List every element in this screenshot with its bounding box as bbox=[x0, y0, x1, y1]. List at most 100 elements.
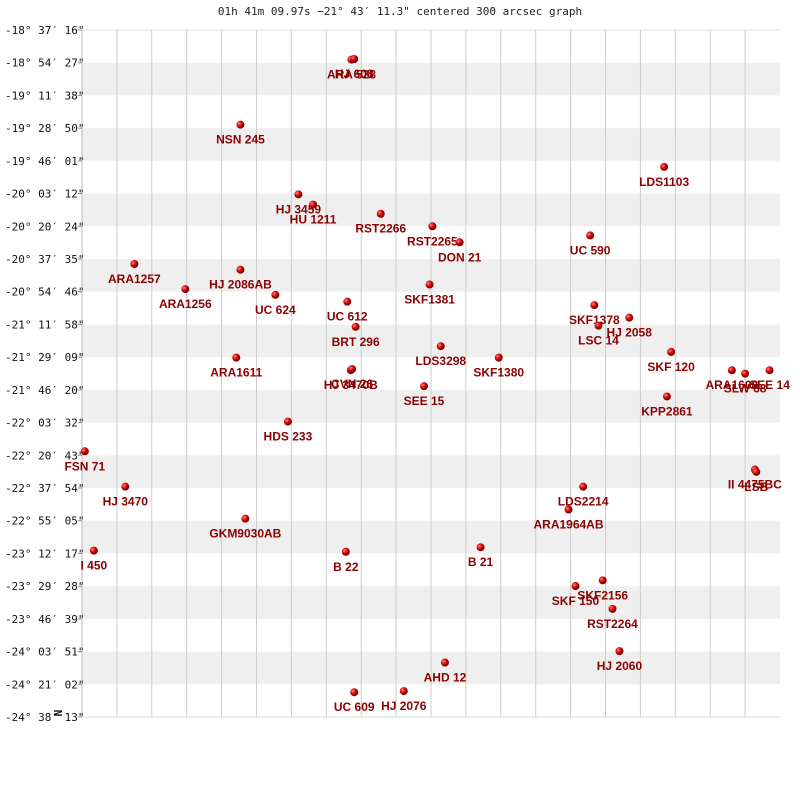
star-label: ARA 528 bbox=[327, 68, 376, 82]
star-label: CVN 26 bbox=[331, 377, 373, 391]
star-marker[interactable] bbox=[660, 162, 669, 171]
star-label: SKF1381 bbox=[404, 293, 455, 307]
star-marker[interactable] bbox=[350, 688, 359, 697]
y-tick-label: -18° 54′ 27" bbox=[5, 57, 84, 70]
star-marker[interactable] bbox=[241, 514, 250, 523]
star-marker[interactable] bbox=[752, 467, 761, 476]
star-marker[interactable] bbox=[181, 285, 190, 294]
star-marker[interactable] bbox=[376, 209, 385, 218]
y-tick-label: -18° 37′ 16" bbox=[5, 24, 84, 37]
star-label: SEE 15 bbox=[404, 394, 445, 408]
y-tick-label: -19° 28′ 50" bbox=[5, 122, 84, 135]
y-axis-ticks: -18° 37′ 16" -18° 54′ 27" -19° 11′ 38" -19°… bbox=[5, 24, 84, 724]
star-marker[interactable] bbox=[343, 297, 352, 306]
star-label: AHD 12 bbox=[424, 671, 467, 685]
star-label: NSN 245 bbox=[216, 133, 265, 147]
star-label: LDS2214 bbox=[558, 495, 609, 509]
star-marker[interactable] bbox=[494, 353, 503, 362]
star-marker[interactable] bbox=[232, 353, 241, 362]
star-label: ARA1964AB bbox=[533, 518, 603, 532]
star-marker[interactable] bbox=[741, 369, 750, 378]
star-label: RST2264 bbox=[587, 617, 638, 631]
vertical-grid bbox=[116, 30, 746, 717]
star-marker[interactable] bbox=[579, 482, 588, 491]
star-marker[interactable] bbox=[271, 290, 280, 299]
y-tick-label: -20° 54′ 46" bbox=[5, 286, 84, 299]
star-label: DON 21 bbox=[438, 250, 482, 264]
star-marker[interactable] bbox=[615, 647, 624, 656]
star-label: UC 590 bbox=[570, 243, 611, 257]
star-marker[interactable] bbox=[586, 231, 595, 240]
star-marker[interactable] bbox=[476, 543, 485, 552]
y-tick-label: -23° 46′ 39" bbox=[5, 613, 84, 626]
star-label: HDS 233 bbox=[264, 430, 313, 444]
y-tick-label: -22° 55′ 05" bbox=[5, 515, 84, 528]
star-marker[interactable] bbox=[590, 301, 599, 310]
star-marker[interactable] bbox=[440, 658, 449, 667]
star-label: GKM9030AB bbox=[209, 527, 281, 541]
star-marker[interactable] bbox=[662, 392, 671, 401]
y-tick-label: -24° 03′ 51" bbox=[5, 646, 84, 659]
star-label: II 4475BC bbox=[728, 478, 782, 492]
y-tick-label: -21° 46′ 20" bbox=[5, 384, 84, 397]
plot-frame bbox=[81, 29, 780, 718]
y-tick-label: -19° 11′ 38" bbox=[5, 89, 84, 102]
star-marker[interactable] bbox=[130, 259, 139, 268]
star-marker[interactable] bbox=[608, 604, 617, 613]
star-marker[interactable] bbox=[294, 190, 303, 199]
star-marker[interactable] bbox=[425, 280, 434, 289]
star-label: HJ 2086AB bbox=[209, 278, 272, 292]
star-label: HJ 2076 bbox=[381, 699, 427, 713]
star-marker[interactable] bbox=[341, 547, 350, 556]
star-label: FSN 71 bbox=[64, 459, 105, 473]
star-marker[interactable] bbox=[309, 200, 318, 209]
star-marker[interactable] bbox=[399, 687, 408, 696]
star-label: HJ 2058 bbox=[607, 326, 653, 340]
star-marker[interactable] bbox=[348, 365, 357, 374]
star-marker[interactable] bbox=[455, 238, 464, 247]
star-label: HJ 3470 bbox=[103, 495, 149, 509]
star-marker[interactable] bbox=[420, 382, 429, 391]
y-tick-label: -21° 29′ 09" bbox=[5, 351, 84, 364]
star-label: KPP2861 bbox=[641, 404, 693, 418]
star-marker[interactable] bbox=[350, 54, 359, 63]
star-label: UC 624 bbox=[255, 303, 296, 317]
star-marker[interactable] bbox=[765, 366, 774, 375]
star-marker[interactable] bbox=[351, 322, 360, 331]
star-label: LDS1103 bbox=[639, 175, 689, 189]
star-label: SKF1380 bbox=[473, 366, 524, 380]
star-marker[interactable] bbox=[436, 342, 445, 351]
star-marker[interactable] bbox=[236, 120, 245, 129]
y-tick-label: -20° 03′ 12" bbox=[5, 188, 84, 201]
star-label: SKF1378 bbox=[569, 313, 620, 327]
star-label: RST2265 bbox=[407, 234, 458, 248]
star-label: HJ 608 bbox=[335, 67, 374, 81]
star-label: ARA1611 bbox=[210, 366, 262, 380]
star-label: HJ 3470B bbox=[324, 378, 378, 392]
star-marker[interactable] bbox=[594, 321, 603, 330]
star-marker[interactable] bbox=[89, 546, 98, 555]
star-marker[interactable] bbox=[564, 505, 573, 514]
star-label: I 450 bbox=[81, 559, 108, 573]
star-marker[interactable] bbox=[283, 417, 292, 426]
star-label: ARA1257 bbox=[108, 272, 161, 286]
y-tick-label: -22° 20′ 43" bbox=[5, 449, 84, 462]
star-label: HU 1211 bbox=[290, 213, 337, 227]
star-marker[interactable] bbox=[625, 313, 634, 322]
star-marker[interactable] bbox=[667, 347, 676, 356]
star-label: UC 612 bbox=[327, 310, 368, 324]
star-label: SKF 120 bbox=[647, 360, 695, 374]
star-marker[interactable] bbox=[598, 576, 607, 585]
star-marker[interactable] bbox=[121, 482, 130, 491]
star-marker[interactable] bbox=[80, 447, 89, 456]
star-marker[interactable] bbox=[428, 222, 437, 231]
star-marker[interactable] bbox=[727, 366, 736, 375]
star-marker[interactable] bbox=[236, 265, 245, 274]
chart-title: 01h 41m 09.97s −21° 43′ 11.3" centered 3… bbox=[217, 5, 583, 18]
star-label: LSC 14 bbox=[578, 334, 619, 348]
star-marker[interactable] bbox=[571, 582, 580, 591]
y-tick-label: -23° 12′ 17" bbox=[5, 547, 84, 560]
y-tick-label: -23° 29′ 28" bbox=[5, 580, 84, 593]
star-label: SKF2156 bbox=[577, 588, 628, 602]
